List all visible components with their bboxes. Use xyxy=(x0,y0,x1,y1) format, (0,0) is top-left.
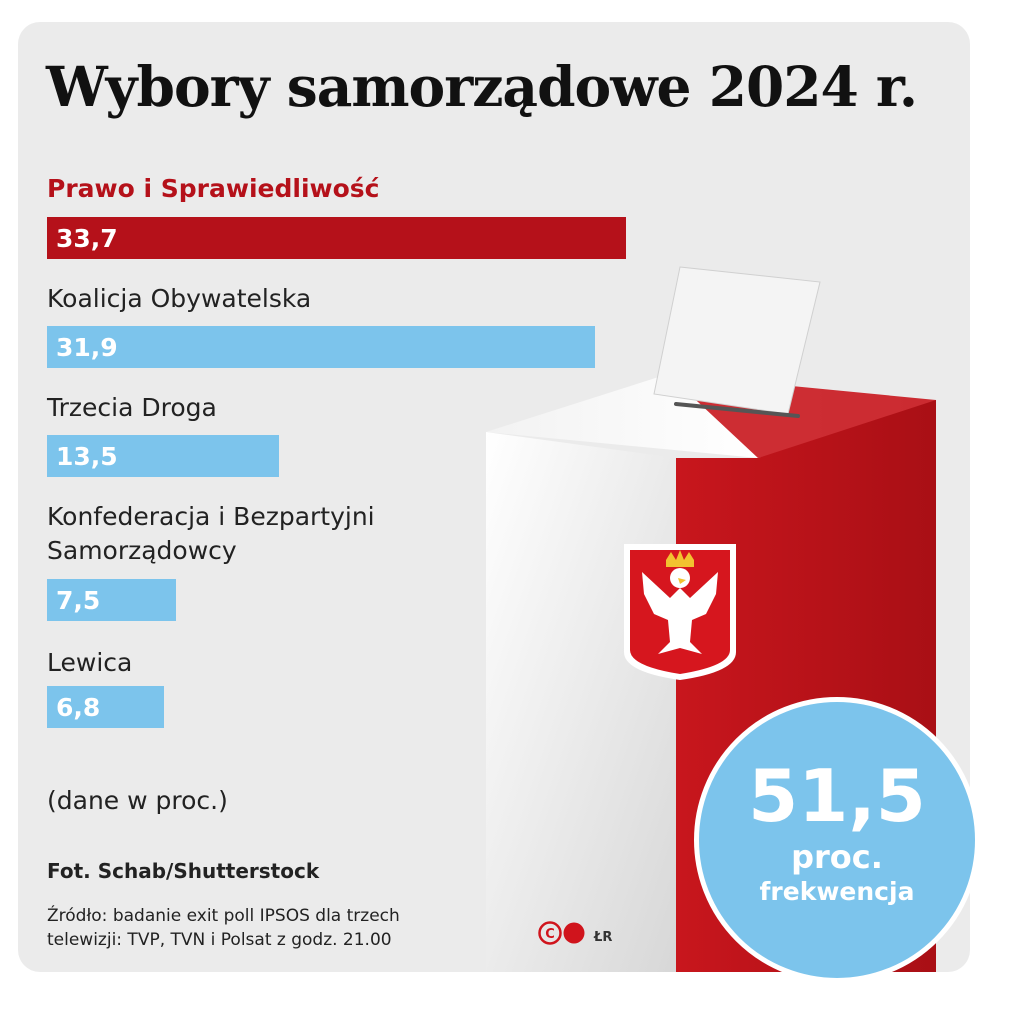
turnout-label: frekwencja xyxy=(759,877,915,906)
turnout-unit: proc. xyxy=(791,838,883,876)
bar-value-label: 33,7 xyxy=(56,223,118,253)
turnout-value: 51,5 xyxy=(748,754,926,838)
bar-value-label: 31,9 xyxy=(56,332,118,362)
page-title: Wybory samorządowe 2024 r. xyxy=(46,54,918,119)
bar-ko: 31,9 xyxy=(47,326,595,368)
bar-pis: 33,7 xyxy=(47,217,626,259)
bar-value-label: 6,8 xyxy=(56,692,101,722)
logo-letter-c: C xyxy=(545,927,555,942)
photo-credit: Fot. Schab/Shutterstock xyxy=(47,859,320,883)
turnout-badge: 51,5 proc. frekwencja xyxy=(694,697,980,983)
bar-value-label: 13,5 xyxy=(56,441,118,471)
bar-konfederacja: 7,5 xyxy=(47,579,176,621)
bar-lewica: 6,8 xyxy=(47,686,164,728)
party-label-ko: Koalicja Obywatelska xyxy=(47,284,312,313)
unit-note: (dane w proc.) xyxy=(47,786,228,815)
party-label-pis: Prawo i Sprawiedliwość xyxy=(47,174,380,203)
source-note: Źródło: badanie exit poll IPSOS dla trze… xyxy=(47,906,400,950)
party-label-trzecia-droga: Trzecia Droga xyxy=(47,393,217,422)
publisher-logo-icon: C xyxy=(538,921,585,945)
infographic-card: Wybory samorządowe 2024 r. xyxy=(18,22,970,972)
party-label-konfederacja: Konfederacja i Bezpartyjni Samorządowcy xyxy=(47,502,375,565)
bar-trzecia-droga: 13,5 xyxy=(47,435,279,477)
author-initials: ŁR xyxy=(594,930,613,945)
party-label-lewica: Lewica xyxy=(47,648,133,677)
bar-value-label: 7,5 xyxy=(56,585,101,615)
